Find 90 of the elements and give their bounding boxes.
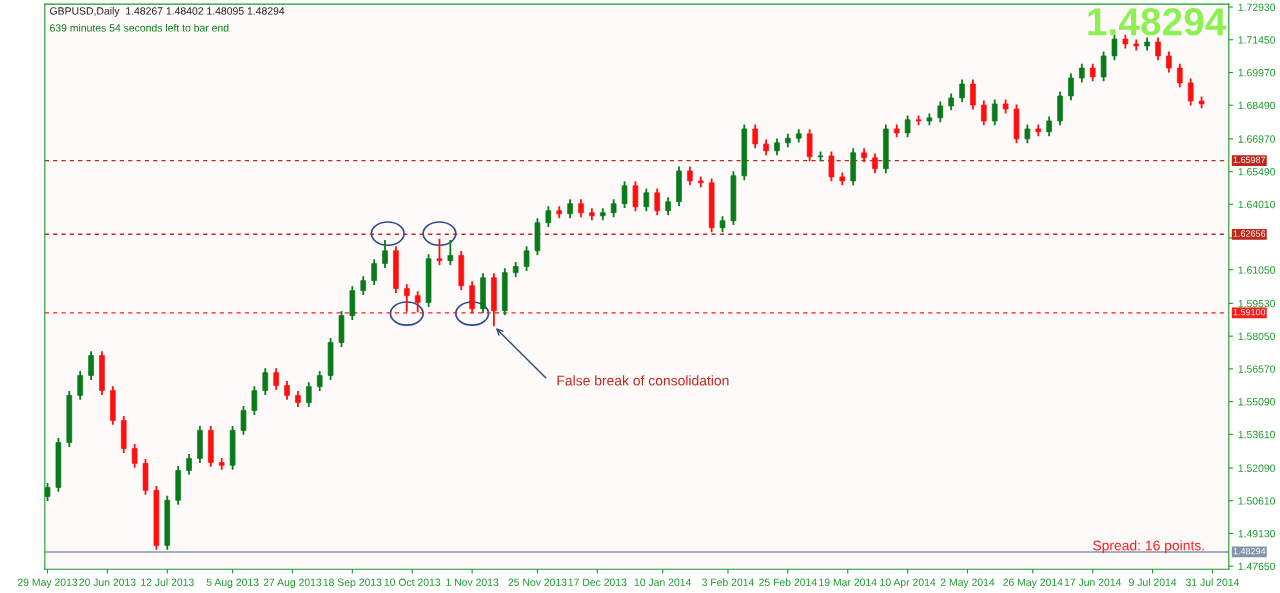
candlestick [567, 198, 573, 220]
ref-line-label: 1.62656 [1233, 230, 1266, 237]
ref-line-label: 1.65987 [1233, 156, 1266, 164]
candlestick [1024, 123, 1031, 145]
candlestick [991, 98, 998, 127]
y-tick-label: 1.55090 [1238, 398, 1276, 406]
candlestick [131, 443, 138, 469]
x-tick-label: 12 Jul 2013 [141, 578, 194, 586]
chart-title: GBPUSD,Daily 1.48267 1.48402 1.48095 1.48294 [50, 6, 285, 17]
x-tick-label: 3 Feb 2014 [702, 578, 755, 586]
annotation: Spread: 16 points. [1093, 540, 1204, 554]
y-tick-label: 1.66970 [1238, 135, 1276, 143]
candlestick [1046, 115, 1052, 138]
candlestick [88, 350, 94, 381]
text: 639 minutes 54 seconds left to bar end [50, 23, 229, 32]
candlestick [632, 180, 639, 213]
y-tick-label: 1.58050 [1238, 332, 1276, 341]
ref-line-label: 1.59100 [1233, 308, 1266, 316]
y-tick-label: 1.61050 [1238, 266, 1276, 274]
candlestick [970, 78, 976, 111]
y-tick-label: 1.59530 [1238, 299, 1276, 308]
candlestick [752, 123, 758, 150]
x-tick-label: 25 Feb 2014 [759, 578, 817, 586]
y-tick-label: 1.71450 [1238, 36, 1276, 44]
candlestick [436, 237, 443, 267]
candlestick [904, 114, 911, 139]
candlestick [371, 258, 377, 286]
y-tick-label: 1.72930 [1238, 3, 1276, 11]
candlestick [523, 245, 530, 272]
y-tick-label: 1.53610 [1238, 430, 1276, 439]
y-tick-label: 1.69970 [1238, 69, 1276, 77]
candlestick [937, 100, 944, 124]
ref-line-label: 1.48294 [1233, 547, 1266, 555]
x-tick-label: 9 Jul 2014 [1129, 578, 1177, 586]
candlestick [240, 405, 247, 436]
candlestick [545, 205, 552, 229]
candlestick [1187, 77, 1194, 107]
y-tick-label: 1.65490 [1238, 168, 1276, 176]
y-tick-label: 1.52090 [1238, 464, 1276, 472]
candlestick [382, 239, 388, 269]
x-tick-label: 29 May 2013 [17, 578, 78, 589]
candlestick [414, 290, 421, 314]
candlestick [1166, 50, 1172, 74]
x-tick-label: 31 Jul 2014 [1185, 578, 1240, 586]
x-tick-label: 17 Jun 2014 [1064, 578, 1122, 586]
x-tick-label: 10 Oct 2013 [384, 578, 441, 586]
x-tick-label: 20 Jun 2013 [79, 578, 136, 586]
y-tick-label: 1.49130 [1238, 529, 1276, 538]
y-tick-label: 1.56570 [1238, 365, 1276, 373]
y-tick-label: 1.68490 [1238, 101, 1276, 110]
annotation: False break of consolidation [557, 375, 729, 386]
candlestick [360, 275, 367, 296]
candlestick [1177, 62, 1183, 89]
candlestick [621, 180, 628, 209]
candlestick [872, 152, 878, 175]
candlestick [447, 239, 454, 267]
x-tick-label: 26 May 2014 [1003, 578, 1063, 589]
candlestick [251, 385, 258, 416]
candlestick [687, 165, 693, 187]
candlestick [273, 367, 279, 391]
candlestick [1155, 36, 1161, 62]
x-tick-label: 1 Nov 2013 [446, 578, 499, 586]
candlestick [959, 78, 965, 104]
candlestick [828, 150, 835, 183]
x-tick-label: 18 Sep 2013 [323, 578, 382, 589]
candlestick [1100, 50, 1107, 83]
x-tick-label: 25 Nov 2013 [508, 578, 567, 586]
candlestick [186, 453, 192, 476]
candlestick [284, 380, 290, 401]
candlestick [306, 381, 312, 408]
candlestick [981, 99, 987, 127]
x-tick-label: 17 Dec 2013 [568, 578, 627, 586]
x-tick-label: 19 Mar 2014 [819, 578, 877, 586]
candlestick [654, 187, 661, 217]
y-tick-label: 1.47650 [1238, 562, 1276, 571]
candlestick [1079, 62, 1085, 84]
candlestick [806, 128, 813, 163]
candlestick [77, 370, 83, 401]
candlestick [262, 367, 269, 396]
x-tick-label: 10 Jan 2014 [634, 578, 692, 586]
candlestick [643, 187, 650, 213]
y-tick-label: 1.50610 [1238, 497, 1276, 505]
x-tick-label: 27 Aug 2013 [263, 578, 322, 589]
x-tick-label: 2 May 2014 [940, 578, 995, 589]
y-tick-label: 1.64010 [1238, 200, 1276, 209]
candlestick [1068, 72, 1074, 102]
x-tick-label: 5 Aug 2013 [206, 578, 259, 589]
x-tick-label: 10 Apr 2014 [880, 578, 936, 589]
annotation: 1.48294 [1088, 8, 1227, 36]
candlestick [316, 370, 323, 392]
